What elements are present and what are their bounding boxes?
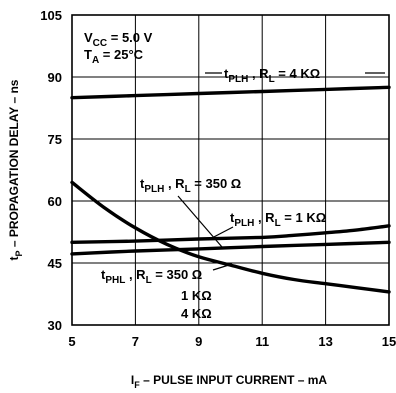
series-label-plh-4k: tPLH , RL = 4 KΩ — [224, 66, 320, 85]
ta-label: TA = 25°C — [84, 47, 144, 66]
x-tick-label-4: 13 — [318, 334, 332, 349]
series-label-phl-4k: 4 KΩ — [181, 306, 212, 321]
plot-frame — [71, 14, 390, 326]
x-tick-label-1: 7 — [132, 334, 139, 349]
x-tick-labels: 5 7 9 11 13 15 — [68, 334, 396, 349]
leader-phl-350 — [212, 263, 233, 271]
x-axis-title: IF – PULSE INPUT CURRENT – mA — [131, 373, 328, 390]
y-tick-label-3: 75 — [48, 132, 62, 147]
y-tick-label-1: 45 — [48, 256, 62, 271]
x-tick-label-2: 9 — [195, 334, 202, 349]
leader-plh-350 — [177, 195, 223, 248]
series-label-plh-1k: tPLH , RL = 1 KΩ — [230, 210, 326, 229]
label-leaders — [177, 72, 385, 271]
series-label-phl-350: tPHL , RL = 350 Ω — [101, 267, 202, 286]
series-label-plh-350: tPLH , RL = 350 Ω — [140, 176, 241, 195]
x-tick-label-5: 15 — [382, 334, 396, 349]
x-tick-label-0: 5 — [68, 334, 75, 349]
y-tick-label-4: 90 — [48, 70, 62, 85]
vcc-label: VCC = 5.0 V — [84, 30, 153, 49]
y-tick-label-0: 30 — [48, 318, 62, 333]
y-tick-label-5: 105 — [40, 8, 62, 23]
series-line-plh-350 — [70, 240, 391, 256]
series-line-plh-1k — [70, 224, 391, 244]
y-tick-labels: 30 45 60 75 90 105 — [40, 8, 62, 333]
y-axis-title: tP – PROPAGATION DELAY – ns — [7, 79, 24, 260]
y-tick-label-2: 60 — [48, 194, 62, 209]
series-line-plh-4k — [70, 85, 391, 100]
leader-plh-1k — [207, 226, 234, 241]
series-label-phl-1k: 1 KΩ — [181, 288, 212, 303]
x-tick-label-3: 11 — [255, 334, 269, 349]
